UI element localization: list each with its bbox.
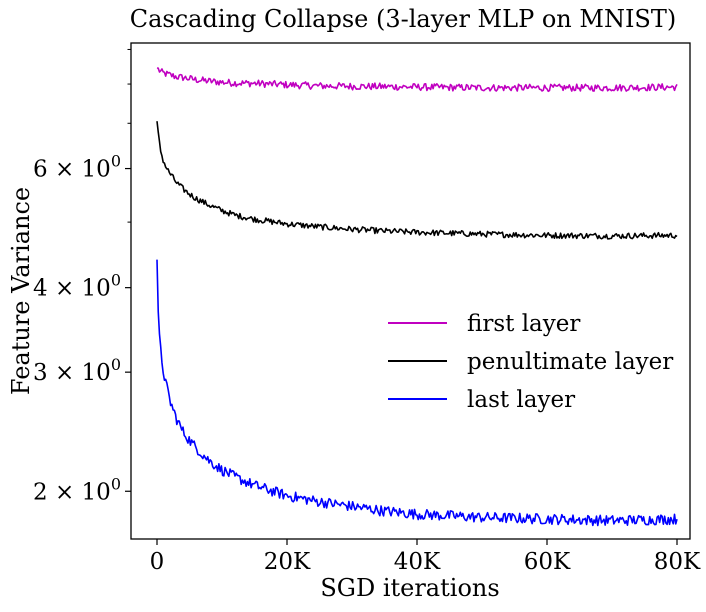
series-line-first-layer	[156, 67, 678, 93]
y-tick-label: 4 × 100	[33, 271, 121, 302]
plot-frame	[130, 42, 691, 540]
chart-title: Cascading Collapse (3-layer MLP on MNIST…	[130, 5, 677, 33]
legend-label: penultimate layer	[467, 349, 673, 375]
legend: first layer penultimate layer last layer	[388, 311, 673, 413]
y-tick-label: 3 × 100	[33, 355, 121, 386]
y-axis: 2 × 100 3 × 100 4 × 100 6 × 100	[33, 48, 131, 505]
x-axis: 0 20K 40K 60K 80K	[150, 539, 701, 575]
y-tick-label: 6 × 100	[33, 152, 121, 183]
x-tick-label: 0	[150, 549, 165, 575]
x-axis-label: SGD iterations	[320, 574, 499, 602]
y-axis-label: Feature Variance	[7, 187, 35, 395]
series-layer	[156, 67, 678, 527]
legend-label: first layer	[467, 311, 580, 337]
y-tick-label: 2 × 100	[33, 474, 121, 505]
x-tick-label: 20K	[264, 549, 311, 575]
x-tick-label: 60K	[524, 549, 571, 575]
x-tick-label: 80K	[654, 549, 701, 575]
legend-label: last layer	[467, 387, 575, 413]
series-line-penultimate-layer	[156, 121, 678, 240]
x-tick-label: 40K	[394, 549, 441, 575]
series-line-last-layer	[156, 259, 678, 527]
